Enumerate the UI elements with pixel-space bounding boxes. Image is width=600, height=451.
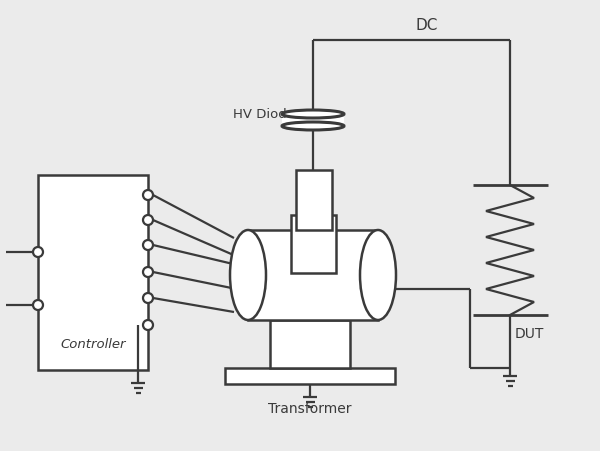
Bar bbox=[282, 114, 344, 126]
Ellipse shape bbox=[360, 230, 396, 320]
Bar bbox=[38, 175, 148, 370]
Text: DC: DC bbox=[415, 18, 437, 33]
Circle shape bbox=[361, 259, 371, 269]
Circle shape bbox=[143, 293, 153, 303]
Ellipse shape bbox=[282, 122, 344, 130]
Circle shape bbox=[143, 215, 153, 225]
Circle shape bbox=[33, 300, 43, 310]
Text: HV Diode: HV Diode bbox=[233, 109, 295, 121]
Ellipse shape bbox=[230, 230, 266, 320]
Text: Controller: Controller bbox=[60, 339, 126, 351]
Circle shape bbox=[255, 284, 265, 294]
Circle shape bbox=[33, 247, 43, 257]
Circle shape bbox=[143, 320, 153, 330]
Bar bbox=[296, 170, 332, 230]
Bar bbox=[248, 230, 378, 320]
Circle shape bbox=[143, 240, 153, 250]
Circle shape bbox=[143, 267, 153, 277]
Circle shape bbox=[361, 284, 371, 294]
Circle shape bbox=[255, 259, 265, 269]
Bar bbox=[225, 368, 395, 384]
Ellipse shape bbox=[282, 110, 344, 118]
Text: DUT: DUT bbox=[515, 327, 544, 341]
Bar bbox=[270, 320, 350, 368]
Bar bbox=[291, 215, 336, 273]
Text: Transformer: Transformer bbox=[268, 402, 352, 416]
Circle shape bbox=[143, 190, 153, 200]
